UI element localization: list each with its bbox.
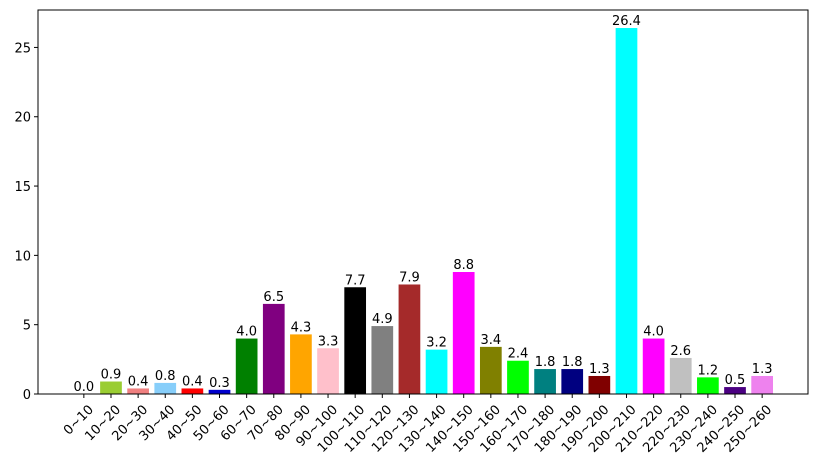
value-label: 0.9 — [101, 368, 122, 383]
value-label: 26.4 — [612, 14, 641, 29]
value-label: 7.7 — [345, 273, 366, 288]
bar — [235, 338, 258, 394]
bar — [371, 326, 394, 394]
value-label: 3.3 — [318, 334, 339, 349]
y-tick-label: 10 — [14, 249, 31, 264]
value-label: 4.0 — [236, 325, 257, 340]
bar — [181, 388, 204, 394]
value-label: 7.9 — [399, 270, 420, 285]
value-label: 2.6 — [670, 344, 691, 359]
y-tick-label: 15 — [14, 180, 31, 195]
value-label: 1.3 — [752, 362, 773, 377]
y-tick-label: 5 — [23, 319, 31, 334]
bar — [751, 375, 773, 394]
bar — [669, 357, 692, 394]
y-tick-label: 0 — [23, 388, 31, 403]
bar — [262, 303, 285, 394]
value-label: 6.5 — [263, 290, 284, 305]
bar — [479, 346, 502, 394]
value-label: 3.4 — [480, 333, 501, 348]
value-label: 0.8 — [155, 369, 176, 384]
plot-frame — [37, 9, 809, 395]
bar — [425, 349, 448, 394]
bar — [100, 381, 122, 394]
bar — [697, 377, 719, 394]
value-label: 8.8 — [453, 258, 474, 273]
value-label: 0.3 — [209, 376, 230, 391]
value-label: 0.4 — [128, 374, 149, 389]
bar — [344, 287, 367, 394]
bar — [534, 369, 556, 394]
y-tick-label: 25 — [14, 41, 31, 56]
bar — [127, 388, 149, 394]
bar — [507, 360, 529, 394]
bar — [290, 334, 312, 394]
value-label: 4.0 — [643, 325, 664, 340]
value-label: 1.3 — [589, 362, 610, 377]
value-label: 0.0 — [74, 380, 95, 395]
value-label: 0.4 — [182, 374, 203, 389]
bar — [642, 338, 665, 394]
bar — [615, 28, 638, 394]
bar — [724, 387, 746, 394]
bar — [154, 382, 177, 394]
value-label: 4.9 — [372, 312, 393, 327]
bar — [452, 272, 475, 394]
value-label: 4.3 — [291, 320, 312, 335]
bar — [208, 389, 231, 394]
value-label: 1.8 — [535, 355, 556, 370]
bar — [588, 375, 611, 394]
value-label: 1.2 — [698, 363, 719, 378]
value-label: 2.4 — [508, 347, 529, 362]
bar — [561, 369, 584, 394]
value-label: 1.8 — [562, 355, 583, 370]
bar — [317, 348, 339, 394]
y-tick-label: 20 — [14, 111, 31, 126]
bar — [398, 284, 421, 394]
value-label: 0.5 — [725, 373, 746, 388]
value-label: 3.2 — [426, 336, 447, 351]
